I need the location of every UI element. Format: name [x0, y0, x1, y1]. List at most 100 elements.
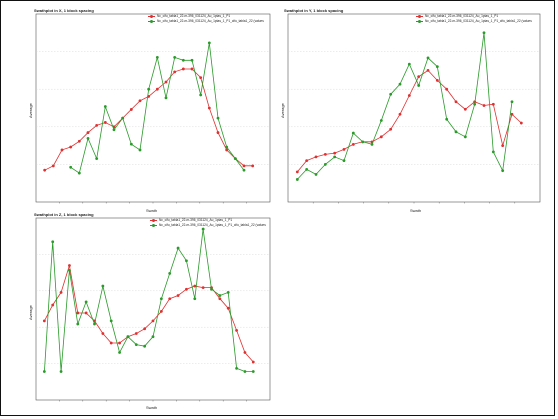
data-point: [323, 163, 327, 166]
data-point: [295, 178, 299, 181]
data-point: [225, 148, 229, 152]
data-point: [361, 140, 365, 144]
data-point: [118, 351, 121, 354]
data-point: [216, 116, 220, 120]
x-axis-label: Swath: [410, 208, 422, 213]
data-point: [51, 240, 55, 244]
data-point: [164, 80, 168, 84]
data-point: [143, 344, 147, 348]
data-point: [42, 319, 46, 323]
data-point: [201, 286, 205, 290]
data-point: [207, 41, 211, 45]
data-point: [454, 100, 458, 104]
chart-panel-x: Swathplot in X, 1 block spacing Nc_cifu_…: [28, 8, 280, 213]
data-point: [199, 93, 203, 97]
data-point: [121, 116, 125, 120]
data-point: [351, 131, 355, 135]
data-point: [314, 173, 318, 176]
data-point: [501, 144, 505, 148]
data-point: [201, 227, 205, 231]
plot-area: [35, 13, 271, 203]
data-point: [164, 96, 168, 100]
data-point: [112, 128, 116, 132]
y-axis-label: Average: [280, 103, 285, 118]
data-point: [323, 152, 327, 156]
data-point: [235, 366, 238, 370]
data-point: [242, 168, 246, 172]
data-point: [305, 168, 309, 171]
data-point: [370, 142, 374, 146]
data-point: [501, 169, 505, 173]
data-point: [68, 264, 71, 267]
chart-legend: Nc_cifu_tabla1_22-m-396_031124_Au_1ptas_…: [150, 218, 266, 228]
data-point: [168, 271, 172, 275]
chart-legend: Nc_cifu_tabla1_22-m-396_031124_Au_1ptas_…: [416, 14, 532, 24]
data-point: [251, 360, 255, 364]
series-line-green: [297, 32, 513, 180]
data-point: [482, 104, 486, 107]
data-point: [185, 287, 188, 291]
data-point: [426, 69, 430, 72]
data-point: [126, 335, 130, 339]
data-point: [510, 112, 514, 116]
data-point: [242, 164, 246, 168]
chart-panel-y: Swathplot in Y, 1 block spacing Nc_cifu_…: [280, 8, 548, 213]
data-point: [199, 76, 203, 80]
data-point: [463, 135, 467, 139]
chart-title: Swathplot in X, 1 block spacing: [34, 8, 94, 13]
data-point: [134, 343, 138, 347]
data-point: [77, 171, 81, 175]
legend-label: Nc_cifu_tabla1_22-m-396_031124_Au_1ptas_…: [425, 19, 532, 23]
data-point: [151, 335, 155, 339]
data-point: [226, 290, 230, 294]
legend-entry: Nc_cifu_tabla1_22-m-396_031124_Au_1ptas_…: [416, 14, 532, 19]
data-point: [207, 106, 211, 110]
data-point: [42, 370, 46, 373]
data-point: [86, 136, 90, 140]
data-point: [101, 284, 105, 288]
data-point: [109, 341, 113, 345]
data-point: [76, 311, 80, 315]
data-point: [251, 164, 255, 168]
data-point: [407, 62, 411, 66]
data-point: [173, 70, 177, 74]
data-point: [333, 151, 337, 155]
data-point: [218, 297, 222, 301]
data-point: [314, 155, 318, 159]
data-point: [159, 309, 163, 313]
data-point: [398, 112, 402, 116]
data-point: [417, 84, 421, 87]
chart-panel-z: Swathplot in Z, 1 block spacing Nc_cifu_…: [28, 212, 280, 412]
data-point: [473, 102, 477, 106]
data-point: [51, 164, 55, 168]
data-point: [251, 370, 255, 373]
data-point: [398, 82, 402, 86]
data-point: [168, 297, 172, 301]
data-point: [51, 303, 55, 307]
data-point: [101, 332, 105, 335]
data-point: [43, 168, 47, 172]
data-point: [173, 55, 177, 59]
legend-entry: Nc_cifu_tabla1_22-m-396_031124_Au_1ptas_…: [150, 218, 266, 223]
data-point: [176, 246, 180, 250]
data-point: [389, 127, 393, 131]
data-point: [389, 92, 393, 96]
data-point: [218, 294, 222, 297]
chart-title: Swathplot in Y, 1 block spacing: [284, 8, 344, 13]
chart-title: Swathplot in Z, 1 block spacing: [34, 212, 94, 217]
plot-area: [35, 217, 271, 401]
data-point: [445, 117, 449, 121]
y-axis-label: Average: [28, 103, 33, 118]
legend-label: Nc_cifu_tabla1_22-m-396_031124_Au_1ptas_…: [157, 14, 231, 18]
data-point: [295, 170, 299, 174]
data-point: [176, 294, 180, 297]
data-point: [76, 322, 80, 326]
data-point: [95, 157, 99, 161]
legend-label: Nc_cifu_tabla1_22-m-396_031124_Au_1ptas_…: [159, 223, 266, 227]
data-point: [68, 268, 71, 272]
data-point: [519, 121, 523, 125]
data-point: [93, 322, 96, 326]
data-point: [181, 58, 185, 62]
data-point: [407, 94, 411, 97]
legend-entry: Nc_cifu_tabla1_22-m-396_031124_Au_1ptas_…: [416, 19, 532, 24]
